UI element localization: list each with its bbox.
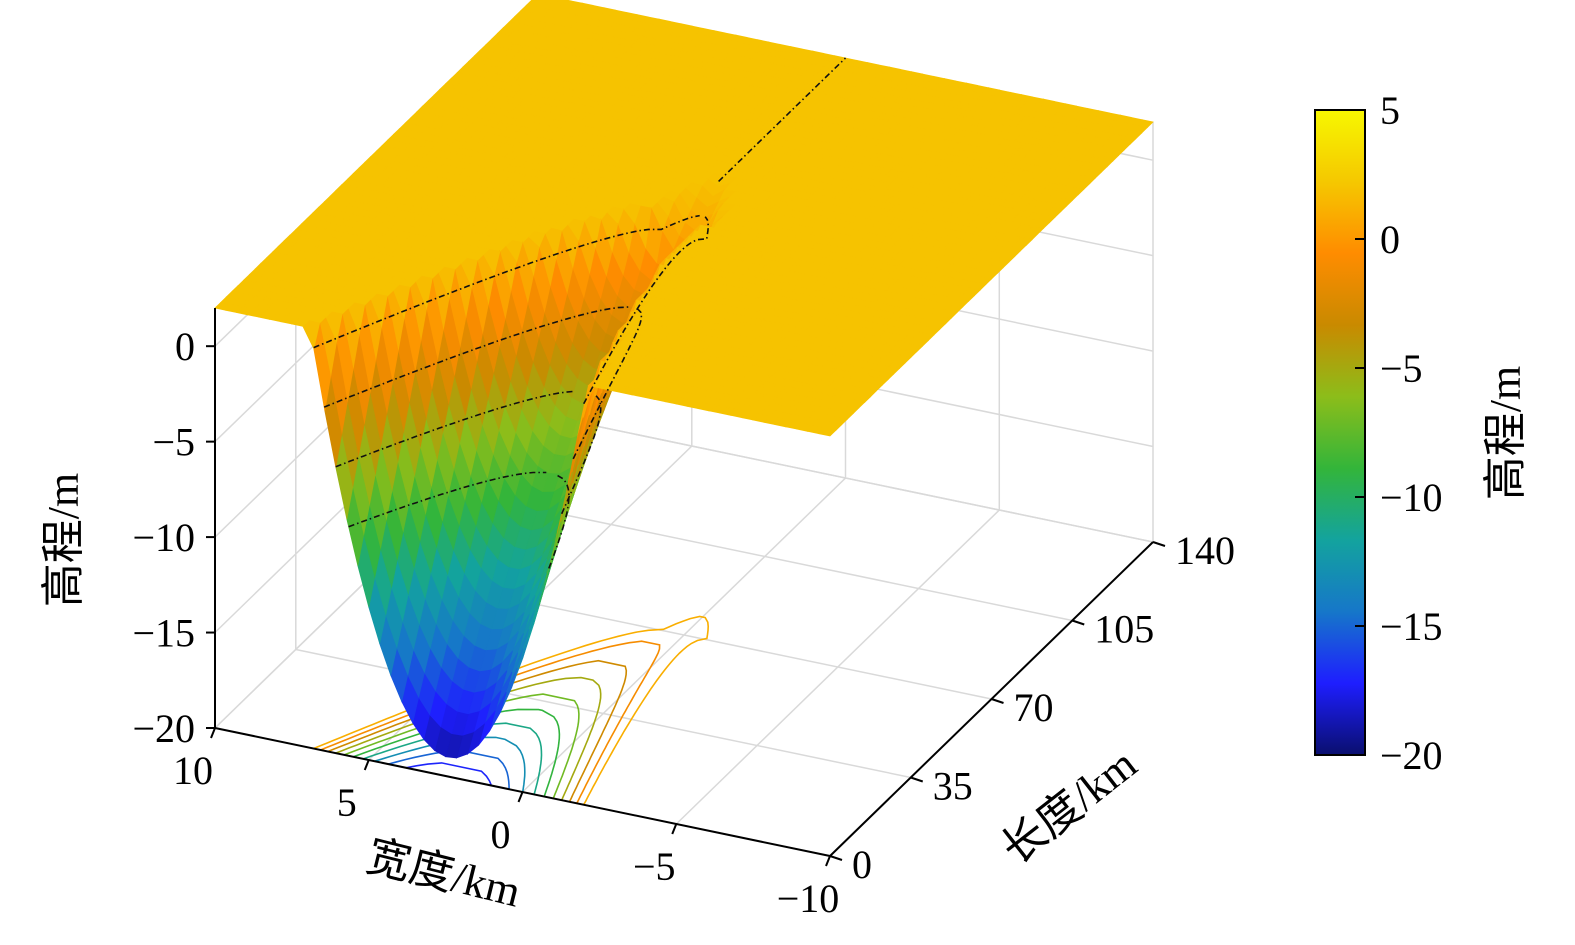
y-tick-mark xyxy=(910,776,924,783)
y-tick-mark xyxy=(991,698,1004,704)
surface-contours xyxy=(313,57,847,569)
colorbar-label: 高程/m xyxy=(1481,366,1530,500)
x-tick-label: 0 xyxy=(491,812,511,857)
y-tick-label: 140 xyxy=(1175,528,1235,573)
x-tick-mark xyxy=(363,759,370,771)
z-tick-label: −15 xyxy=(132,611,195,656)
colorbar-tick-label: −10 xyxy=(1380,475,1443,520)
surface-contour-line xyxy=(560,395,602,515)
surface-contour-line xyxy=(348,471,547,528)
floor-contour-line xyxy=(352,708,561,797)
y-tick-mark xyxy=(829,855,843,861)
x-tick-label: −10 xyxy=(777,876,840,921)
y-tick-label: 0 xyxy=(852,842,872,887)
x-tick-mark xyxy=(671,823,678,835)
z-tick-label: −5 xyxy=(152,420,195,465)
y-tick-label: 35 xyxy=(933,764,973,809)
z-tick-label: −10 xyxy=(132,515,195,560)
x-tick-mark xyxy=(825,855,831,867)
y-tick-label: 105 xyxy=(1094,607,1154,652)
x-tick-mark xyxy=(210,727,216,739)
floor-contour-line xyxy=(343,693,580,799)
z-tick-label: 0 xyxy=(175,324,195,369)
y-tick-mark xyxy=(1152,541,1166,547)
surface-contour-line xyxy=(718,57,847,182)
colorbar-fill xyxy=(1314,109,1366,756)
surface-contour-line xyxy=(335,390,575,468)
colorbar-tick-label: −20 xyxy=(1380,733,1443,778)
z-tick-label: −20 xyxy=(132,706,195,751)
x-tick-mark xyxy=(517,791,524,803)
x-tick-label: 5 xyxy=(337,780,357,825)
x-tick-label: 10 xyxy=(173,748,213,793)
y-tick-label: 70 xyxy=(1014,685,1054,730)
x-tick-label: −5 xyxy=(633,844,676,889)
surface-patch xyxy=(214,301,233,311)
surface-contour-line xyxy=(582,216,710,405)
floor-contour-line xyxy=(374,736,526,793)
floor-contour-line xyxy=(388,749,510,790)
surface xyxy=(214,0,1154,759)
grid-line xyxy=(295,229,911,779)
floor-contour-line xyxy=(363,722,543,795)
z-axis-label: 高程/m xyxy=(39,473,88,607)
colorbar-tick-label: −5 xyxy=(1380,346,1423,391)
y-tick-mark xyxy=(1071,619,1085,626)
colorbar-tick-label: 5 xyxy=(1380,88,1400,133)
colorbar: 5 0 −5 −10 −15 −20 xyxy=(1314,88,1443,778)
surface-contour-line xyxy=(313,214,700,349)
colorbar-tick-label: −15 xyxy=(1380,604,1443,649)
y-axis-label: 长度/km xyxy=(992,739,1145,874)
surface-contour-line xyxy=(323,306,629,408)
surface-contour-line xyxy=(572,308,643,460)
surface-contour-line xyxy=(548,473,570,569)
floor-contour-line xyxy=(335,676,602,801)
colorbar-tick-label: 0 xyxy=(1380,217,1400,262)
floor-contour-line xyxy=(405,762,493,786)
